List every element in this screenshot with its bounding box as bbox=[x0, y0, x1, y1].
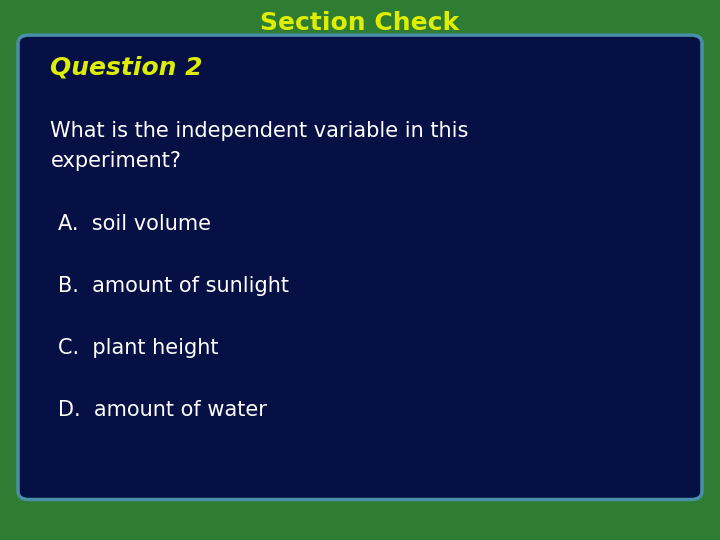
Text: What is the independent variable in this
experiment?: What is the independent variable in this… bbox=[50, 121, 469, 171]
Text: D.  amount of water: D. amount of water bbox=[58, 400, 266, 421]
Text: A.  soil volume: A. soil volume bbox=[58, 214, 210, 234]
Text: Section Check: Section Check bbox=[261, 11, 459, 35]
Text: Question 2: Question 2 bbox=[50, 56, 203, 79]
Text: C.  plant height: C. plant height bbox=[58, 338, 218, 359]
Text: B.  amount of sunlight: B. amount of sunlight bbox=[58, 276, 289, 296]
FancyBboxPatch shape bbox=[18, 35, 702, 500]
